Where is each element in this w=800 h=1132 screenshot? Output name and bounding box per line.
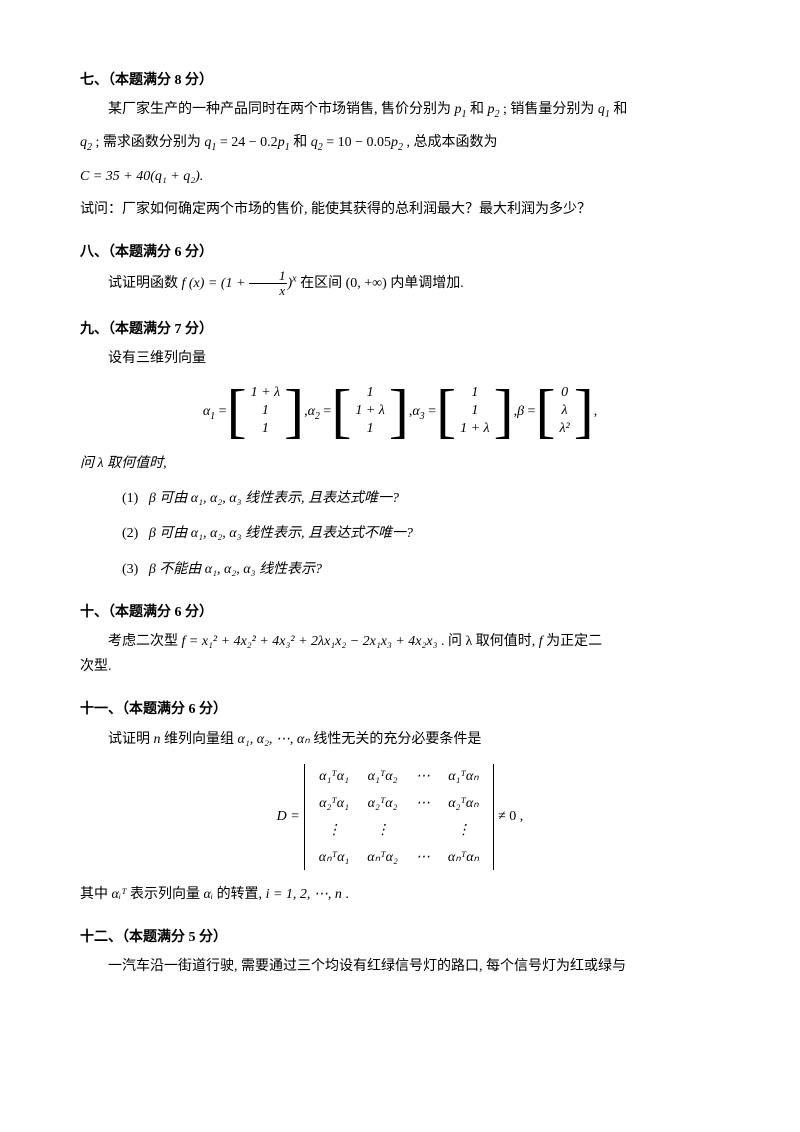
q8-header: 八、（本题满分 6 分） xyxy=(80,240,720,265)
text: 维列向量组 xyxy=(164,732,238,747)
q9-line2: 问 λ 取何值时, xyxy=(80,451,720,476)
q7-line2: q2 ; 需求函数分别为 q1 = 24 − 0.2p1 和 q2 = 10 −… xyxy=(80,130,720,155)
text: 和 xyxy=(293,135,311,150)
q11-line1: 试证明 n 维列向量组 α₁, α₂, ⋯, αₙ 线性无关的充分必要条件是 xyxy=(80,727,720,752)
formula: f = x₁² + 4x₂² + 4x₃² + 2λx₁x₂ − 2x₁x₃ +… xyxy=(182,634,438,649)
text: 其中 xyxy=(80,887,112,902)
q7-line3: 试问：厂家如何确定两个市场的售价, 能使其获得的总利润最大？最大利润为多少？ xyxy=(80,197,720,222)
q10-header: 十、（本题满分 6 分） xyxy=(80,600,720,625)
eq1: q1 = 24 − 0.2p1 xyxy=(204,135,289,150)
q7-header: 七、（本题满分 8 分） xyxy=(80,68,720,93)
text: 试证明函数 xyxy=(108,276,182,291)
text: . 问 λ 取何值时, xyxy=(441,634,539,649)
q2: q2 xyxy=(80,135,92,150)
text: 考虑二次型 xyxy=(108,634,182,649)
vecs: α₁, α₂, ⋯, αₙ xyxy=(238,732,314,747)
q10-line1: 考虑二次型 f = x₁² + 4x₂² + 4x₃² + 2λx₁x₂ − 2… xyxy=(80,629,720,654)
q11-line2: 其中 αᵢᵀ 表示列向量 αᵢ 的转置, i = 1, 2, ⋯, n . xyxy=(80,882,720,907)
interval: (0, +∞) xyxy=(346,276,387,291)
text: 的转置, xyxy=(217,887,266,902)
text: ; 需求函数分别为 xyxy=(96,135,205,150)
q7-cost: C = 35 + 40(q₁ + q₂). xyxy=(80,164,720,189)
q9-matrices: α1 = [ 1 + λ11 ] , α2 = [ 11 + λ1 ] , α3… xyxy=(80,381,720,441)
aiT: αᵢᵀ xyxy=(112,887,127,902)
text: 试证明 xyxy=(108,732,154,747)
n: n xyxy=(154,732,161,747)
text: 内单调增加. xyxy=(390,276,464,291)
q9-line1: 设有三维列向量 xyxy=(80,346,720,371)
q11-header: 十一、（本题满分 6 分） xyxy=(80,697,720,722)
fx: f (x) = (1 + 1x)x xyxy=(182,276,301,291)
eq2: q2 = 10 − 0.05p2 xyxy=(311,135,403,150)
q1: q1 xyxy=(598,102,610,117)
p2: p2 xyxy=(488,102,500,117)
q9-item3: (3) β 不能由 α₁, α₂, α₃ 线性表示? xyxy=(122,557,720,582)
q9-item2: (2) β 可由 α₁, α₂, α₃ 线性表示, 且表达式不唯一? xyxy=(122,521,720,546)
text: ; 销售量分别为 xyxy=(503,102,598,117)
text: 为正定二 xyxy=(546,634,602,649)
text: . xyxy=(345,887,349,902)
q9-item1: (1) β 可由 α₁, α₂, α₃ 线性表示, 且表达式唯一? xyxy=(122,486,720,511)
text: 和 xyxy=(613,102,627,117)
text: 在区间 xyxy=(300,276,346,291)
p1: p1 xyxy=(455,102,467,117)
ai: αᵢ xyxy=(203,887,216,902)
irange: i = 1, 2, ⋯, n xyxy=(266,887,342,902)
q8-line1: 试证明函数 f (x) = (1 + 1x)x 在区间 (0, +∞) 内单调增… xyxy=(80,269,720,299)
q12-header: 十二、（本题满分 5 分） xyxy=(80,925,720,950)
q7-line1: 某厂家生产的一种产品同时在两个市场销售, 售价分别为 p1 和 p2 ; 销售量… xyxy=(80,97,720,122)
text: 线性无关的充分必要条件是 xyxy=(313,732,481,747)
q9-header: 九、（本题满分 7 分） xyxy=(80,317,720,342)
text: , 总成本函数为 xyxy=(406,135,497,150)
text: 某厂家生产的一种产品同时在两个市场销售, 售价分别为 xyxy=(108,102,455,117)
text: 和 xyxy=(470,102,488,117)
q12-line1: 一汽车沿一街道行驶, 需要通过三个均设有红绿信号灯的路口, 每个信号灯为红或绿与 xyxy=(80,954,720,979)
text: 表示列向量 xyxy=(130,887,204,902)
q10-line2: 次型. xyxy=(80,654,720,679)
q11-determinant: D = α₁ᵀα₁α₁ᵀα₂⋯α₁ᵀαₙ α₂ᵀα₁α₂ᵀα₂⋯α₂ᵀαₙ ⋮⋮… xyxy=(80,762,720,872)
